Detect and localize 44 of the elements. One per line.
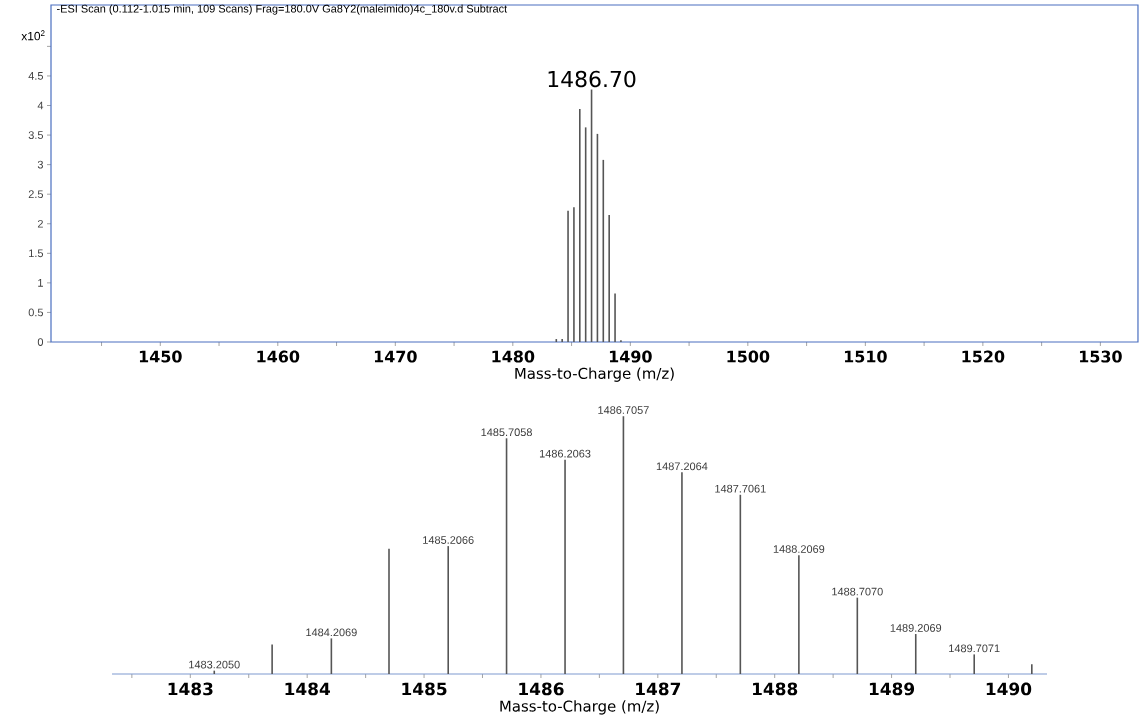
- y-tick-label: 1: [38, 279, 43, 287]
- annotation: 1489.2069: [890, 624, 942, 632]
- chart-title: -ESI Scan (0.112-1.015 min, 109 Scans) Frag=180.0V Ga8Y2(maleimido)4c_180v.d Subtract: [57, 4, 508, 15]
- y-tick-label: 3: [37, 160, 43, 169]
- x-tick-label: 1483: [168, 682, 213, 696]
- annotation: 1485.2066: [423, 536, 474, 544]
- x-tick-label: 1520: [962, 350, 1005, 363]
- annotation: 1486.2063: [539, 449, 591, 458]
- annotation: 1483.2050: [189, 660, 240, 669]
- x-tick-label: 1530: [1079, 350, 1122, 363]
- x-tick-label: 1490: [986, 682, 1032, 696]
- y-tick-label: 0: [37, 338, 44, 346]
- x-tick-label: 1490: [609, 350, 652, 363]
- annotation: 1488.7070: [832, 587, 883, 596]
- x-tick-label: 1470: [374, 350, 417, 363]
- annotation: 1486.70: [548, 70, 636, 88]
- x-axis-title: Mass-to-Charge (m/z): [500, 700, 659, 715]
- x-axis-title: Mass-to-Charge (m/z): [515, 367, 674, 382]
- y-tick-label: 0.5: [28, 308, 44, 317]
- x-tick-label: 1510: [844, 350, 887, 363]
- annotation: 1487.7061: [715, 484, 766, 493]
- y-tick-label: 2.5: [28, 190, 44, 199]
- x-tick-label: 1489: [869, 682, 915, 696]
- annotation: 1486.7057: [598, 406, 649, 414]
- annotation: 1489.7071: [949, 644, 1000, 653]
- annotation: 1487.2064: [656, 462, 708, 471]
- x-tick-label: 1450: [139, 350, 182, 363]
- x-tick-label: 1488: [753, 682, 798, 696]
- y-tick-label: 4.5: [28, 72, 44, 80]
- x-tick-label: 1460: [257, 350, 300, 363]
- y-tick-label: 4: [37, 101, 44, 110]
- y-axis-title: x10$^{2}$: [21, 30, 45, 41]
- x-tick-label: 1486: [519, 682, 564, 696]
- x-tick-label: 1487: [636, 682, 681, 696]
- x-tick-label: 1480: [492, 350, 535, 363]
- annotation: 1488.2069: [773, 545, 825, 553]
- x-tick-label: 1484: [285, 682, 330, 696]
- y-tick-label: 3.5: [28, 131, 44, 139]
- x-tick-label: 1500: [727, 350, 770, 363]
- annotation: 1484.2069: [306, 628, 357, 637]
- x-tick-label: 1485: [402, 682, 447, 696]
- annotation: 1485.7058: [481, 428, 532, 437]
- y-tick-label: 1.5: [29, 249, 44, 258]
- y-tick-label: 2: [37, 219, 43, 228]
